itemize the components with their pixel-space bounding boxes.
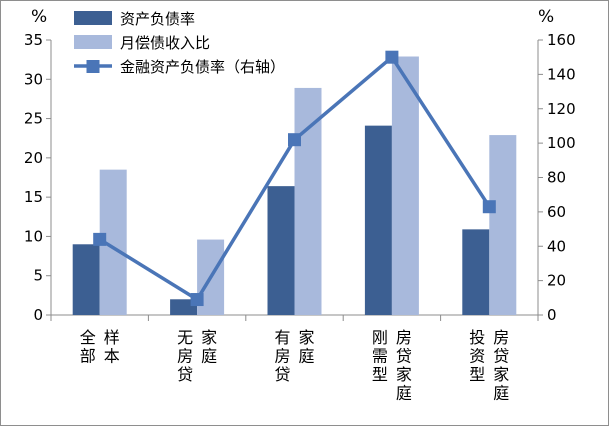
category-label-char: 资 <box>469 347 485 366</box>
left-axis-tick-label: 35 <box>24 31 43 49</box>
legend-swatch-marker <box>86 60 100 73</box>
category-label-char: 需 <box>372 347 388 366</box>
legend-label-0: 资产负债率 <box>120 10 195 28</box>
right-axis-tick-label: 60 <box>547 203 566 221</box>
left-axis-tick-label: 10 <box>24 227 43 245</box>
category-label-char: 贷 <box>274 365 290 384</box>
category-label-char: 贷 <box>177 365 193 384</box>
category-label-char: 庭 <box>298 347 314 366</box>
category-label-char: 房 <box>274 347 290 366</box>
bar-debt-service-2 <box>294 87 322 315</box>
line-point-0 <box>93 232 107 246</box>
category-label-char: 型 <box>372 365 388 384</box>
line-point-3 <box>385 50 399 64</box>
category-label-char: 无 <box>177 328 193 347</box>
axes: 0 5 10 15 20 25 30 35 0 20 40 60 80 100 120 140 160 <box>24 31 576 324</box>
category-label-char: 房 <box>177 347 193 366</box>
line-point-1 <box>190 293 204 307</box>
right-axis-tick-label: 0 <box>547 306 557 324</box>
line-series <box>93 50 496 307</box>
right-axis-unit: % <box>538 7 554 27</box>
category-label-char: 家 <box>298 328 314 347</box>
line-point-4 <box>482 200 496 214</box>
right-axis-tick-label: 80 <box>547 169 566 187</box>
category-label-char: 型 <box>469 365 485 384</box>
category-label-char: 家 <box>493 365 509 384</box>
bar-asset-liability-0 <box>72 244 100 315</box>
category-label-char: 全 <box>80 328 96 347</box>
bar-asset-liability-1 <box>170 299 198 315</box>
right-axis-tick-label: 40 <box>547 237 566 255</box>
category-label-char: 家 <box>396 365 412 384</box>
category-label-char: 家 <box>201 328 217 347</box>
left-axis-unit: % <box>31 7 47 27</box>
category-label-char: 贷 <box>493 347 509 366</box>
right-axis-tick-label: 160 <box>547 31 576 49</box>
category-label-char: 房 <box>493 328 509 347</box>
right-axis-tick-label: 100 <box>547 134 576 152</box>
category-label-char: 庭 <box>493 384 509 403</box>
left-axis-tick-label: 25 <box>24 110 43 128</box>
left-axis-tick-label: 30 <box>24 70 43 88</box>
right-axis-tick-label: 140 <box>547 65 576 83</box>
right-axis-tick-label: 20 <box>547 272 566 290</box>
left-axis-tick-label: 20 <box>24 149 43 167</box>
bar-debt-service-3 <box>391 56 419 315</box>
category-label-char: 刚 <box>372 328 388 347</box>
category-label-char: 本 <box>104 347 120 366</box>
category-label-char: 有 <box>274 328 290 347</box>
category-label-char: 样 <box>104 328 120 347</box>
right-axis-tick-label: 120 <box>547 100 576 118</box>
category-label-char: 贷 <box>396 347 412 366</box>
legend-swatch-0 <box>74 11 112 25</box>
legend-label-2: 金融资产负债率（右轴） <box>120 58 285 76</box>
bar-asset-liability-2 <box>267 186 295 315</box>
left-axis-tick-label: 5 <box>33 267 43 285</box>
category-label-char: 房 <box>396 328 412 347</box>
bar-debt-service-4 <box>489 135 517 315</box>
category-label-char: 庭 <box>396 384 412 403</box>
category-label-char: 庭 <box>201 347 217 366</box>
line-point-2 <box>288 133 301 147</box>
left-axis-tick-label: 15 <box>24 188 43 206</box>
bars <box>72 56 517 316</box>
left-axis-tick-label: 0 <box>33 306 43 324</box>
category-label-char: 投 <box>469 328 485 347</box>
bar-asset-liability-3 <box>364 125 392 316</box>
legend-swatch-1 <box>74 35 112 49</box>
category-label-char: 部 <box>80 347 96 366</box>
bar-asset-liability-4 <box>462 229 490 315</box>
legend-label-1: 月偿债收入比 <box>120 34 210 52</box>
